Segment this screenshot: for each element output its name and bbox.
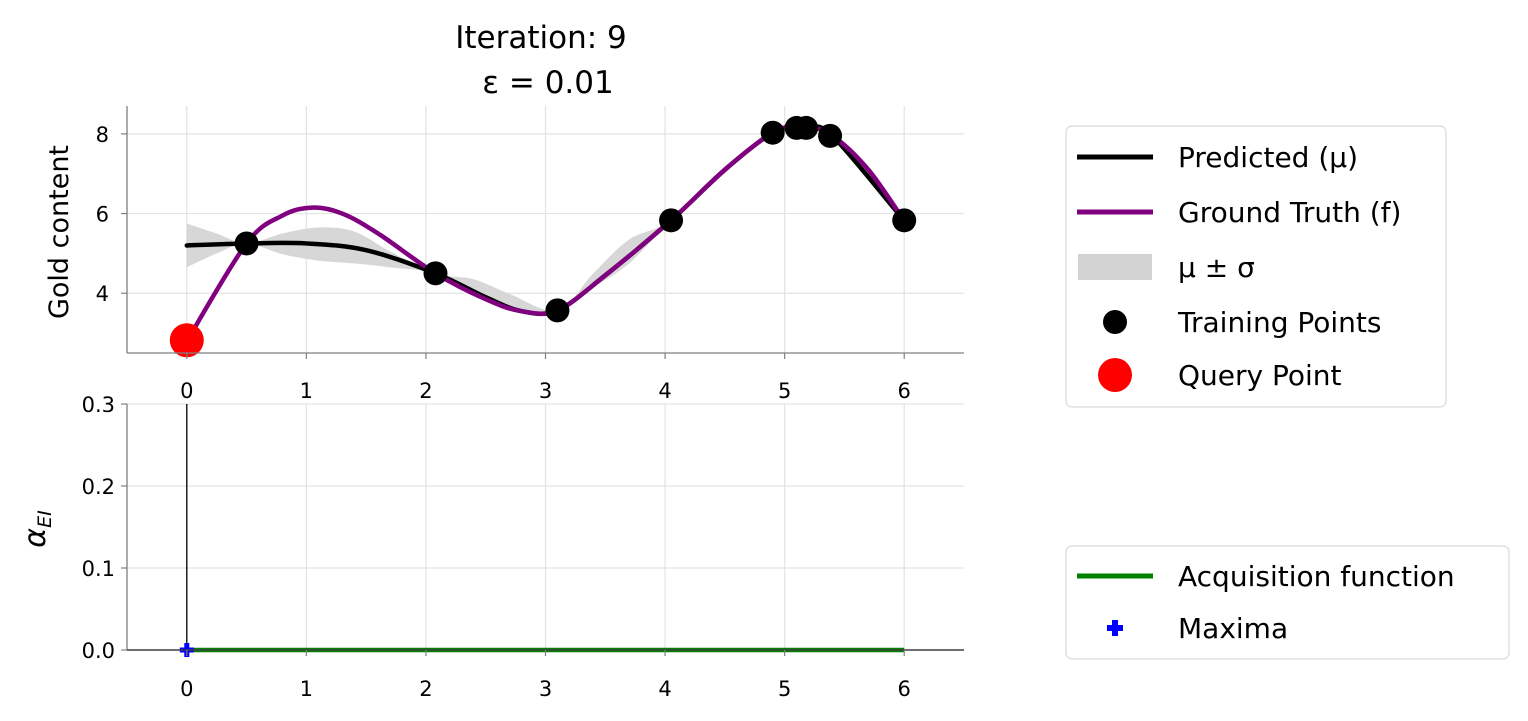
chart-title-line2: ε = 0.01 [482, 65, 613, 101]
bottom-legend-frame [1065, 545, 1510, 660]
bottom-x-tick-label: 0 [180, 677, 193, 701]
bottom-x-tick-label: 6 [898, 677, 911, 701]
top-legend-frame [1065, 125, 1447, 408]
top-x-tick-label: 2 [419, 379, 432, 403]
legend-training-swatch [1103, 310, 1127, 334]
top-x-tick-label: 3 [539, 379, 552, 403]
training-point [659, 208, 684, 233]
alpha-subscript: EI [34, 510, 56, 528]
legend-maxima-swatch [1107, 620, 1123, 636]
chart-title-line1: Iteration: 9 [455, 20, 627, 56]
top-axes: 0 1 2 3 4 5 6 4 6 8 [96, 106, 964, 403]
top-legend-label: μ ± σ [1178, 251, 1255, 284]
bottom-legend-label: Maxima [1178, 612, 1288, 645]
bottom-y-tick-label: 0.0 [82, 639, 115, 663]
top-x-tick-label: 6 [898, 379, 911, 403]
bottom-y-tick-label: 0.1 [82, 557, 115, 581]
top-y-tick-label: 4 [96, 282, 109, 306]
bottom-y-tick-label: 0.2 [82, 475, 115, 499]
top-legend-label: Query Point [1178, 359, 1342, 392]
top-x-tick-label: 5 [778, 379, 791, 403]
legend-query-swatch [1098, 358, 1132, 392]
top-x-tick-label: 0 [180, 379, 193, 403]
top-legend-label: Training Points [1177, 306, 1382, 339]
training-point [234, 231, 259, 256]
top-legend: Predicted (μ) Ground Truth (f) μ ± σ Traini… [1065, 125, 1447, 408]
bottom-x-tick-label: 4 [658, 677, 671, 701]
bottom-axes: 0 1 2 3 4 5 6 0.0 0.1 0.2 0.3 [82, 393, 964, 701]
top-y-axis-label: Gold content [44, 145, 75, 319]
training-point [892, 208, 917, 233]
bottom-x-tick-label: 5 [778, 677, 791, 701]
top-legend-label: Ground Truth (f) [1178, 196, 1401, 229]
alpha-symbol: α [18, 528, 53, 548]
query-point [169, 323, 204, 358]
top-legend-label: Predicted (μ) [1178, 141, 1358, 174]
bottom-y-tick-label: 0.3 [82, 393, 115, 417]
top-x-tick-label: 4 [658, 379, 671, 403]
bottom-y-axis-label: αEI [18, 510, 56, 548]
bottom-x-tick-label: 3 [539, 677, 552, 701]
top-x-tick-label: 1 [300, 379, 313, 403]
training-point [760, 120, 785, 145]
legend-band-swatch [1078, 254, 1152, 280]
training-point [794, 115, 819, 140]
bottom-x-tick-label: 2 [419, 677, 432, 701]
top-y-tick-label: 8 [96, 123, 109, 147]
bottom-legend: Acquisition function Maxima [1065, 545, 1510, 660]
bottom-x-tick-label: 1 [300, 677, 313, 701]
training-point [818, 123, 843, 148]
training-point [545, 298, 570, 323]
training-point [423, 261, 448, 286]
bottom-legend-label: Acquisition function [1178, 560, 1455, 593]
top-y-tick-label: 6 [96, 203, 109, 227]
